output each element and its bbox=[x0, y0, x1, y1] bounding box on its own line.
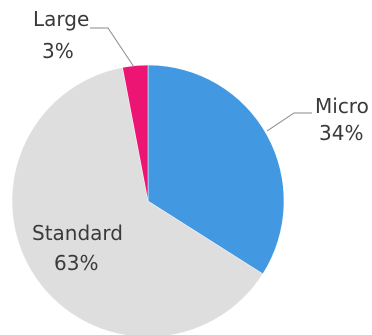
slice-value-large: 3% bbox=[42, 39, 74, 63]
pie-slices bbox=[11, 64, 285, 335]
slice-label-micro: Micro bbox=[315, 94, 369, 118]
pie-slice-large bbox=[122, 64, 149, 202]
pie-slice-micro bbox=[147, 64, 285, 275]
pie-slice-standard bbox=[11, 67, 264, 335]
slice-label-standard: Standard bbox=[32, 221, 123, 245]
slice-value-standard: 63% bbox=[54, 251, 98, 275]
leader-line-micro bbox=[266, 112, 312, 132]
leader-line-large bbox=[90, 27, 135, 68]
slice-label-large: Large bbox=[33, 7, 89, 31]
slice-value-micro: 34% bbox=[319, 121, 363, 145]
